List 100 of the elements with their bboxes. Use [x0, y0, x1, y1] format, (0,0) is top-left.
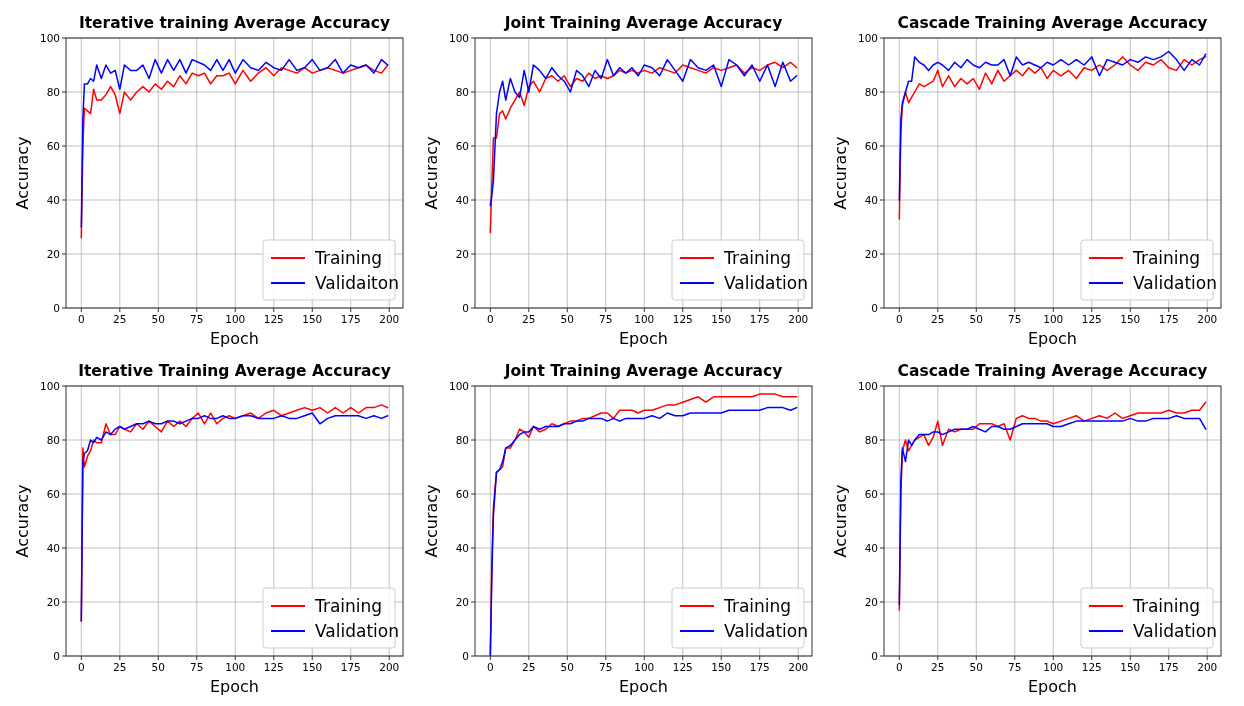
- y-tick-label: 0: [871, 301, 878, 314]
- y-tick-label: 80: [46, 433, 60, 446]
- y-tick-label: 60: [864, 487, 878, 500]
- y-tick-label: 100: [39, 379, 60, 392]
- y-tick-label: 60: [455, 487, 469, 500]
- y-tick-label: 80: [455, 85, 469, 98]
- y-tick-label: 0: [53, 649, 60, 662]
- x-tick-label: 200: [788, 313, 809, 325]
- y-tick-label: 0: [53, 301, 60, 314]
- x-tick-label: 175: [340, 313, 361, 325]
- chart-title: Iterative training Average Accuracy: [78, 14, 391, 32]
- y-tick-label: 40: [455, 193, 469, 206]
- y-tick-label: 60: [455, 139, 469, 152]
- y-tick-label: 60: [46, 139, 60, 152]
- x-tick-label: 100: [634, 661, 655, 673]
- x-tick-label: 75: [190, 313, 204, 325]
- y-tick-label: 20: [864, 595, 878, 608]
- x-axis-title: Epoch: [619, 677, 668, 696]
- y-tick-label: 40: [46, 193, 60, 206]
- x-tick-label: 75: [1008, 661, 1022, 673]
- x-axis-title: Epoch: [210, 677, 259, 696]
- x-tick-label: 0: [77, 661, 85, 673]
- x-tick-label: 175: [1158, 661, 1179, 673]
- x-tick-label: 25: [931, 661, 945, 673]
- x-axis-title: Epoch: [1028, 677, 1077, 696]
- x-tick-label: 150: [302, 313, 323, 325]
- x-tick-label: 75: [190, 661, 204, 673]
- x-tick-label: 150: [1120, 313, 1141, 325]
- x-tick-label: 150: [711, 313, 732, 325]
- chart-title: Cascade Training Average Accuracy: [897, 362, 1208, 380]
- legend-label: Validaiton: [315, 273, 399, 293]
- y-tick-label: 80: [864, 433, 878, 446]
- chart-title: Joint Training Average Accuracy: [503, 14, 783, 32]
- y-tick-label: 40: [864, 193, 878, 206]
- x-tick-label: 0: [486, 661, 494, 673]
- x-tick-label: 50: [151, 661, 165, 673]
- y-axis-title: Accuracy: [13, 484, 32, 558]
- x-tick-label: 200: [788, 661, 809, 673]
- x-tick-label: 150: [302, 661, 323, 673]
- x-axis-title: Epoch: [210, 329, 259, 348]
- y-tick-label: 20: [46, 247, 60, 260]
- x-tick-label: 50: [560, 313, 574, 325]
- x-tick-label: 25: [113, 313, 127, 325]
- y-tick-label: 20: [455, 247, 469, 260]
- y-tick-label: 60: [864, 139, 878, 152]
- y-tick-label: 40: [864, 541, 878, 554]
- x-tick-label: 50: [969, 661, 983, 673]
- x-tick-label: 100: [1043, 661, 1064, 673]
- y-tick-label: 20: [46, 595, 60, 608]
- x-tick-label: 200: [1197, 313, 1218, 325]
- x-tick-label: 100: [634, 313, 655, 325]
- legend-label: Training: [723, 248, 792, 268]
- x-tick-label: 175: [340, 661, 361, 673]
- y-tick-label: 100: [857, 31, 878, 44]
- legend-label: Training: [1132, 248, 1201, 268]
- legend-label: Validation: [724, 273, 808, 293]
- chart-title: Joint Training Average Accuracy: [503, 362, 783, 380]
- x-axis-title: Epoch: [619, 329, 668, 348]
- x-tick-label: 0: [895, 661, 903, 673]
- y-tick-label: 0: [462, 649, 469, 662]
- x-tick-label: 0: [895, 313, 903, 325]
- y-axis-title: Accuracy: [831, 136, 850, 210]
- legend-label: Training: [1132, 596, 1201, 616]
- x-tick-label: 50: [151, 313, 165, 325]
- y-tick-label: 80: [455, 433, 469, 446]
- x-tick-label: 0: [486, 313, 494, 325]
- x-tick-label: 125: [1081, 661, 1102, 673]
- y-tick-label: 100: [448, 379, 469, 392]
- y-tick-label: 40: [46, 541, 60, 554]
- x-tick-label: 25: [522, 661, 536, 673]
- y-axis-title: Accuracy: [422, 136, 441, 210]
- x-tick-label: 125: [263, 313, 284, 325]
- y-axis-title: Accuracy: [831, 484, 850, 558]
- x-tick-label: 200: [1197, 661, 1218, 673]
- y-tick-label: 20: [864, 247, 878, 260]
- y-axis-title: Accuracy: [422, 484, 441, 558]
- x-tick-label: 125: [1081, 313, 1102, 325]
- y-tick-label: 20: [455, 595, 469, 608]
- y-tick-label: 100: [857, 379, 878, 392]
- x-tick-label: 25: [931, 313, 945, 325]
- legend-label: Validation: [1133, 273, 1217, 293]
- x-tick-label: 125: [263, 661, 284, 673]
- x-tick-label: 50: [969, 313, 983, 325]
- x-tick-label: 100: [225, 661, 246, 673]
- x-axis-title: Epoch: [1028, 329, 1077, 348]
- y-tick-label: 60: [46, 487, 60, 500]
- y-tick-label: 0: [871, 649, 878, 662]
- chart-title: Cascade Training Average Accuracy: [897, 14, 1208, 32]
- x-tick-label: 125: [672, 313, 693, 325]
- legend-label: Training: [314, 248, 383, 268]
- x-tick-label: 100: [1043, 313, 1064, 325]
- y-tick-label: 100: [448, 31, 469, 44]
- legend-label: Training: [314, 596, 383, 616]
- x-tick-label: 200: [379, 661, 400, 673]
- y-tick-label: 0: [462, 301, 469, 314]
- x-tick-label: 100: [225, 313, 246, 325]
- x-tick-label: 175: [749, 313, 770, 325]
- y-tick-label: 80: [864, 85, 878, 98]
- x-tick-label: 200: [379, 313, 400, 325]
- x-tick-label: 25: [522, 313, 536, 325]
